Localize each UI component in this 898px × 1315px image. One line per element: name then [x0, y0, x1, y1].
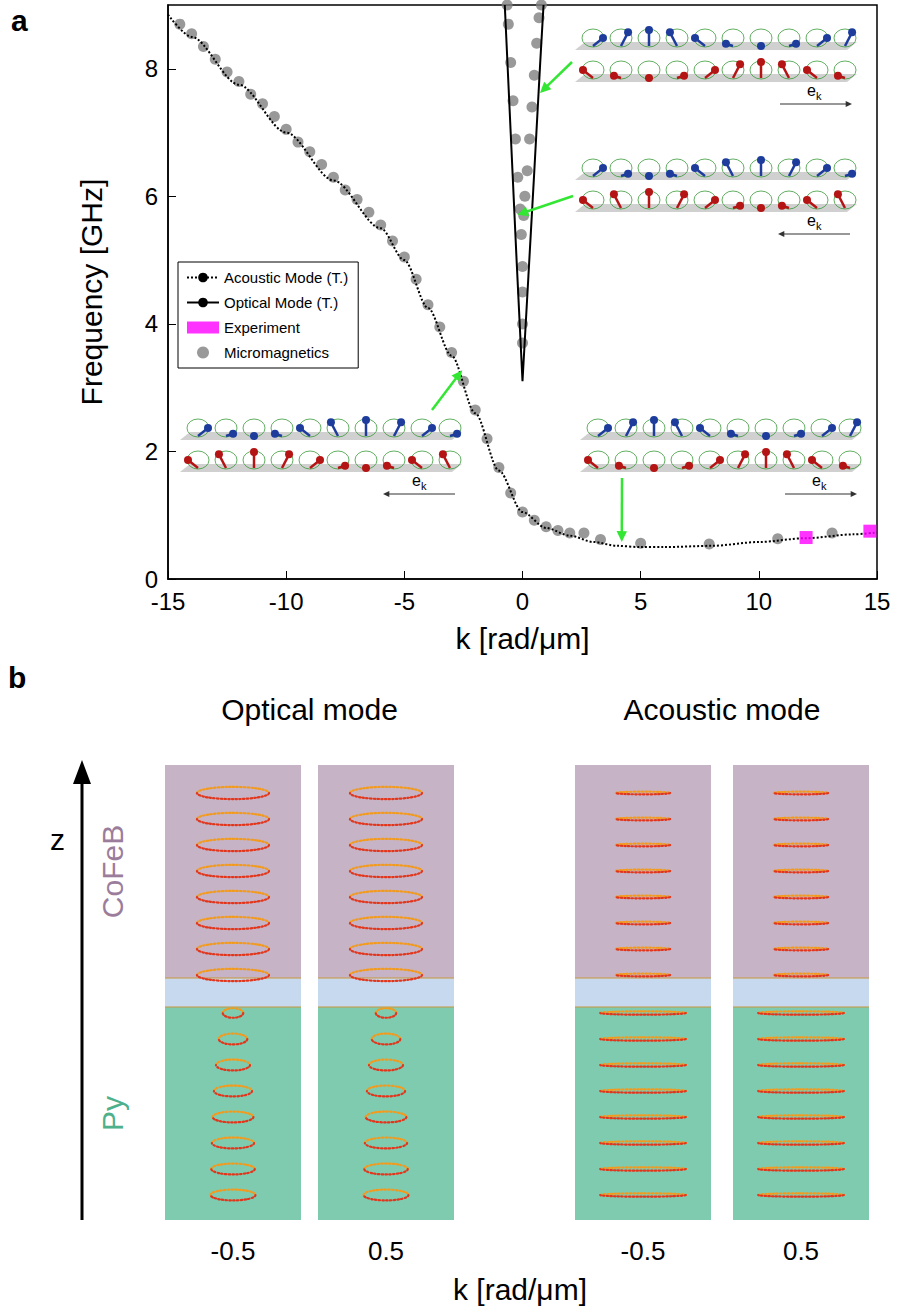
- svg-text:Acoustic mode: Acoustic mode: [624, 693, 821, 726]
- svg-text:Optical Mode (T.): Optical Mode (T.): [224, 294, 338, 311]
- svg-text:-0.5: -0.5: [621, 1236, 666, 1266]
- svg-text:10: 10: [745, 588, 772, 615]
- svg-text:ek: ek: [412, 472, 427, 492]
- svg-text:-5: -5: [394, 588, 415, 615]
- svg-text:Py: Py: [96, 1096, 129, 1131]
- svg-text:-0.5: -0.5: [211, 1236, 256, 1266]
- svg-text:ek: ek: [807, 212, 822, 232]
- svg-text:15: 15: [864, 588, 891, 615]
- svg-text:z: z: [50, 823, 65, 856]
- svg-text:Frequency [GHz]: Frequency [GHz]: [75, 179, 108, 406]
- svg-text:b: b: [8, 661, 26, 694]
- svg-text:6: 6: [145, 183, 158, 210]
- svg-text:Acoustic Mode (T.): Acoustic Mode (T.): [224, 269, 348, 286]
- svg-text:Micromagnetics: Micromagnetics: [224, 344, 329, 361]
- svg-text:0.5: 0.5: [368, 1236, 404, 1266]
- svg-text:0: 0: [144, 565, 158, 593]
- svg-text:0.5: 0.5: [783, 1236, 819, 1266]
- svg-text:k [rad/μm]: k [rad/μm]: [456, 622, 590, 655]
- svg-text:-15: -15: [151, 588, 186, 615]
- svg-text:ek: ek: [812, 472, 827, 492]
- svg-text:CoFeB: CoFeB: [96, 825, 129, 918]
- svg-text:4: 4: [145, 310, 158, 337]
- svg-text:5: 5: [634, 588, 647, 615]
- svg-text:ek: ek: [807, 82, 822, 102]
- svg-text:0: 0: [516, 588, 529, 615]
- svg-text:Optical mode: Optical mode: [221, 693, 398, 726]
- svg-text:-10: -10: [269, 588, 304, 615]
- svg-text:k [rad/μm]: k [rad/μm]: [453, 1273, 587, 1306]
- svg-text:8: 8: [145, 55, 158, 82]
- svg-text:a: a: [11, 4, 28, 37]
- svg-text:Experiment: Experiment: [224, 319, 301, 336]
- svg-text:2: 2: [145, 438, 158, 465]
